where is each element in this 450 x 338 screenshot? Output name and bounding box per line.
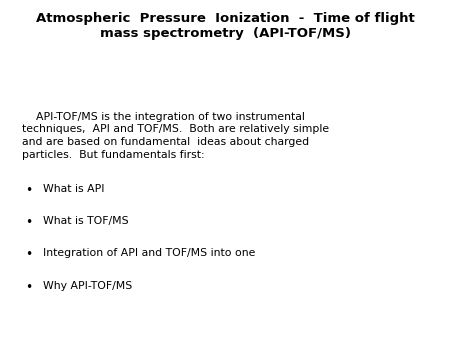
Text: •: • [25,248,32,261]
Text: What is API: What is API [43,184,104,194]
Text: Integration of API and TOF/MS into one: Integration of API and TOF/MS into one [43,248,255,259]
Text: •: • [25,281,32,293]
Text: •: • [25,184,32,197]
Text: What is TOF/MS: What is TOF/MS [43,216,128,226]
Text: Atmospheric  Pressure  Ionization  -  Time of flight
mass spectrometry  (API-TOF: Atmospheric Pressure Ionization - Time o… [36,12,414,40]
Text: Why API-TOF/MS: Why API-TOF/MS [43,281,132,291]
Text: API-TOF/MS is the integration of two instrumental
techniques,  API and TOF/MS.  : API-TOF/MS is the integration of two ins… [22,112,328,160]
Text: •: • [25,216,32,229]
